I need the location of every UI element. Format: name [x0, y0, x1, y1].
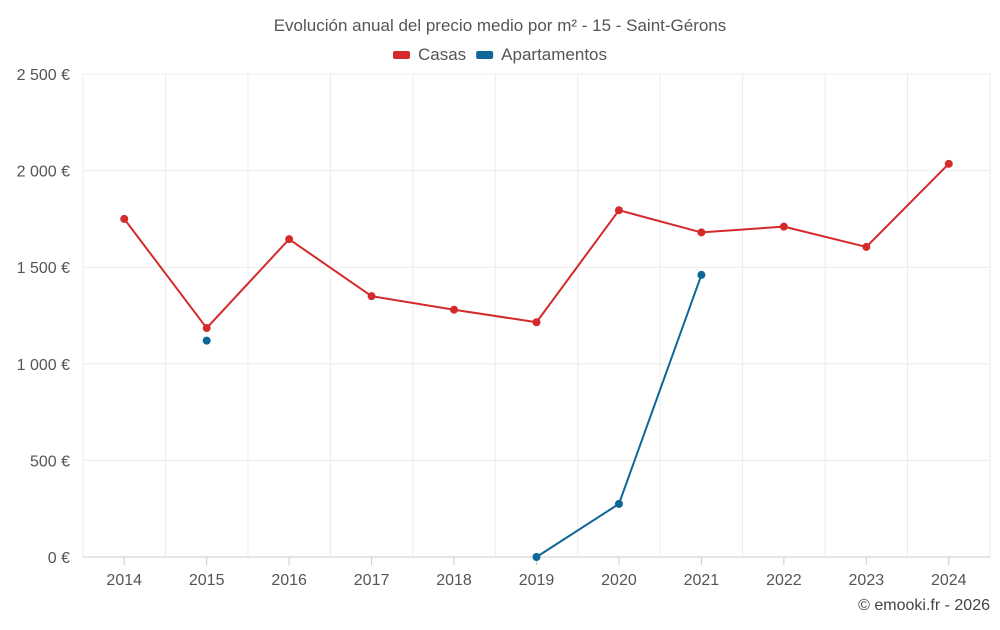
y-tick-label: 1 500 € [17, 260, 70, 277]
data-point[interactable] [285, 235, 294, 244]
data-point[interactable] [450, 305, 459, 314]
data-point[interactable] [202, 336, 211, 345]
series-line [535, 274, 703, 558]
data-point[interactable] [697, 228, 706, 237]
data-point[interactable] [202, 324, 211, 333]
x-tick-label: 2017 [354, 572, 390, 589]
x-axis: 2014 2015 2016 2017 2018 2019 2020 2021 2022 2023… [83, 556, 990, 589]
series-apartamentos [202, 270, 706, 561]
data-point[interactable] [614, 206, 623, 215]
y-tick-label: 0 € [48, 550, 70, 567]
x-tick-label: 2018 [436, 572, 472, 589]
legend-label: Casas [418, 45, 466, 64]
x-tick-label: 2020 [601, 572, 637, 589]
credit-label: © emooki.fr - 2026 [858, 597, 990, 614]
x-tick-label: 2023 [849, 572, 885, 589]
legend-item-apartamentos[interactable]: Apartamentos [476, 45, 607, 64]
chart-title: Evolución anual del precio medio por m² … [274, 16, 727, 35]
x-tick-label: 2016 [271, 572, 307, 589]
grid [82, 73, 991, 557]
series-layer [120, 159, 953, 561]
x-tick-label: 2019 [519, 572, 555, 589]
x-tick-label: 2015 [189, 572, 225, 589]
legend[interactable]: Casas Apartamentos [392, 45, 607, 64]
data-point[interactable] [614, 499, 623, 508]
y-tick-label: 500 € [30, 453, 70, 470]
series-casas [120, 159, 953, 333]
legend-label: Apartamentos [501, 45, 607, 64]
y-axis: 0 € 500 € 1 000 € 1 500 € 2 000 € 2 500 € [17, 67, 70, 567]
x-tick-label: 2021 [684, 572, 720, 589]
legend-swatch [392, 51, 410, 59]
data-point[interactable] [120, 214, 129, 223]
x-tick-label: 2022 [766, 572, 802, 589]
y-tick-label: 2 500 € [17, 67, 70, 84]
data-point[interactable] [697, 270, 706, 279]
y-tick-label: 1 000 € [17, 357, 70, 374]
legend-item-casas[interactable]: Casas [392, 45, 466, 64]
x-tick-label: 2024 [931, 572, 967, 589]
data-point[interactable] [862, 242, 871, 251]
data-point[interactable] [532, 553, 541, 561]
data-point[interactable] [367, 292, 376, 301]
data-point[interactable] [779, 222, 788, 231]
data-point[interactable] [532, 318, 541, 327]
x-tick-label: 2014 [106, 572, 142, 589]
data-point[interactable] [944, 159, 953, 168]
y-tick-label: 2 000 € [17, 164, 70, 181]
legend-swatch [476, 51, 494, 59]
